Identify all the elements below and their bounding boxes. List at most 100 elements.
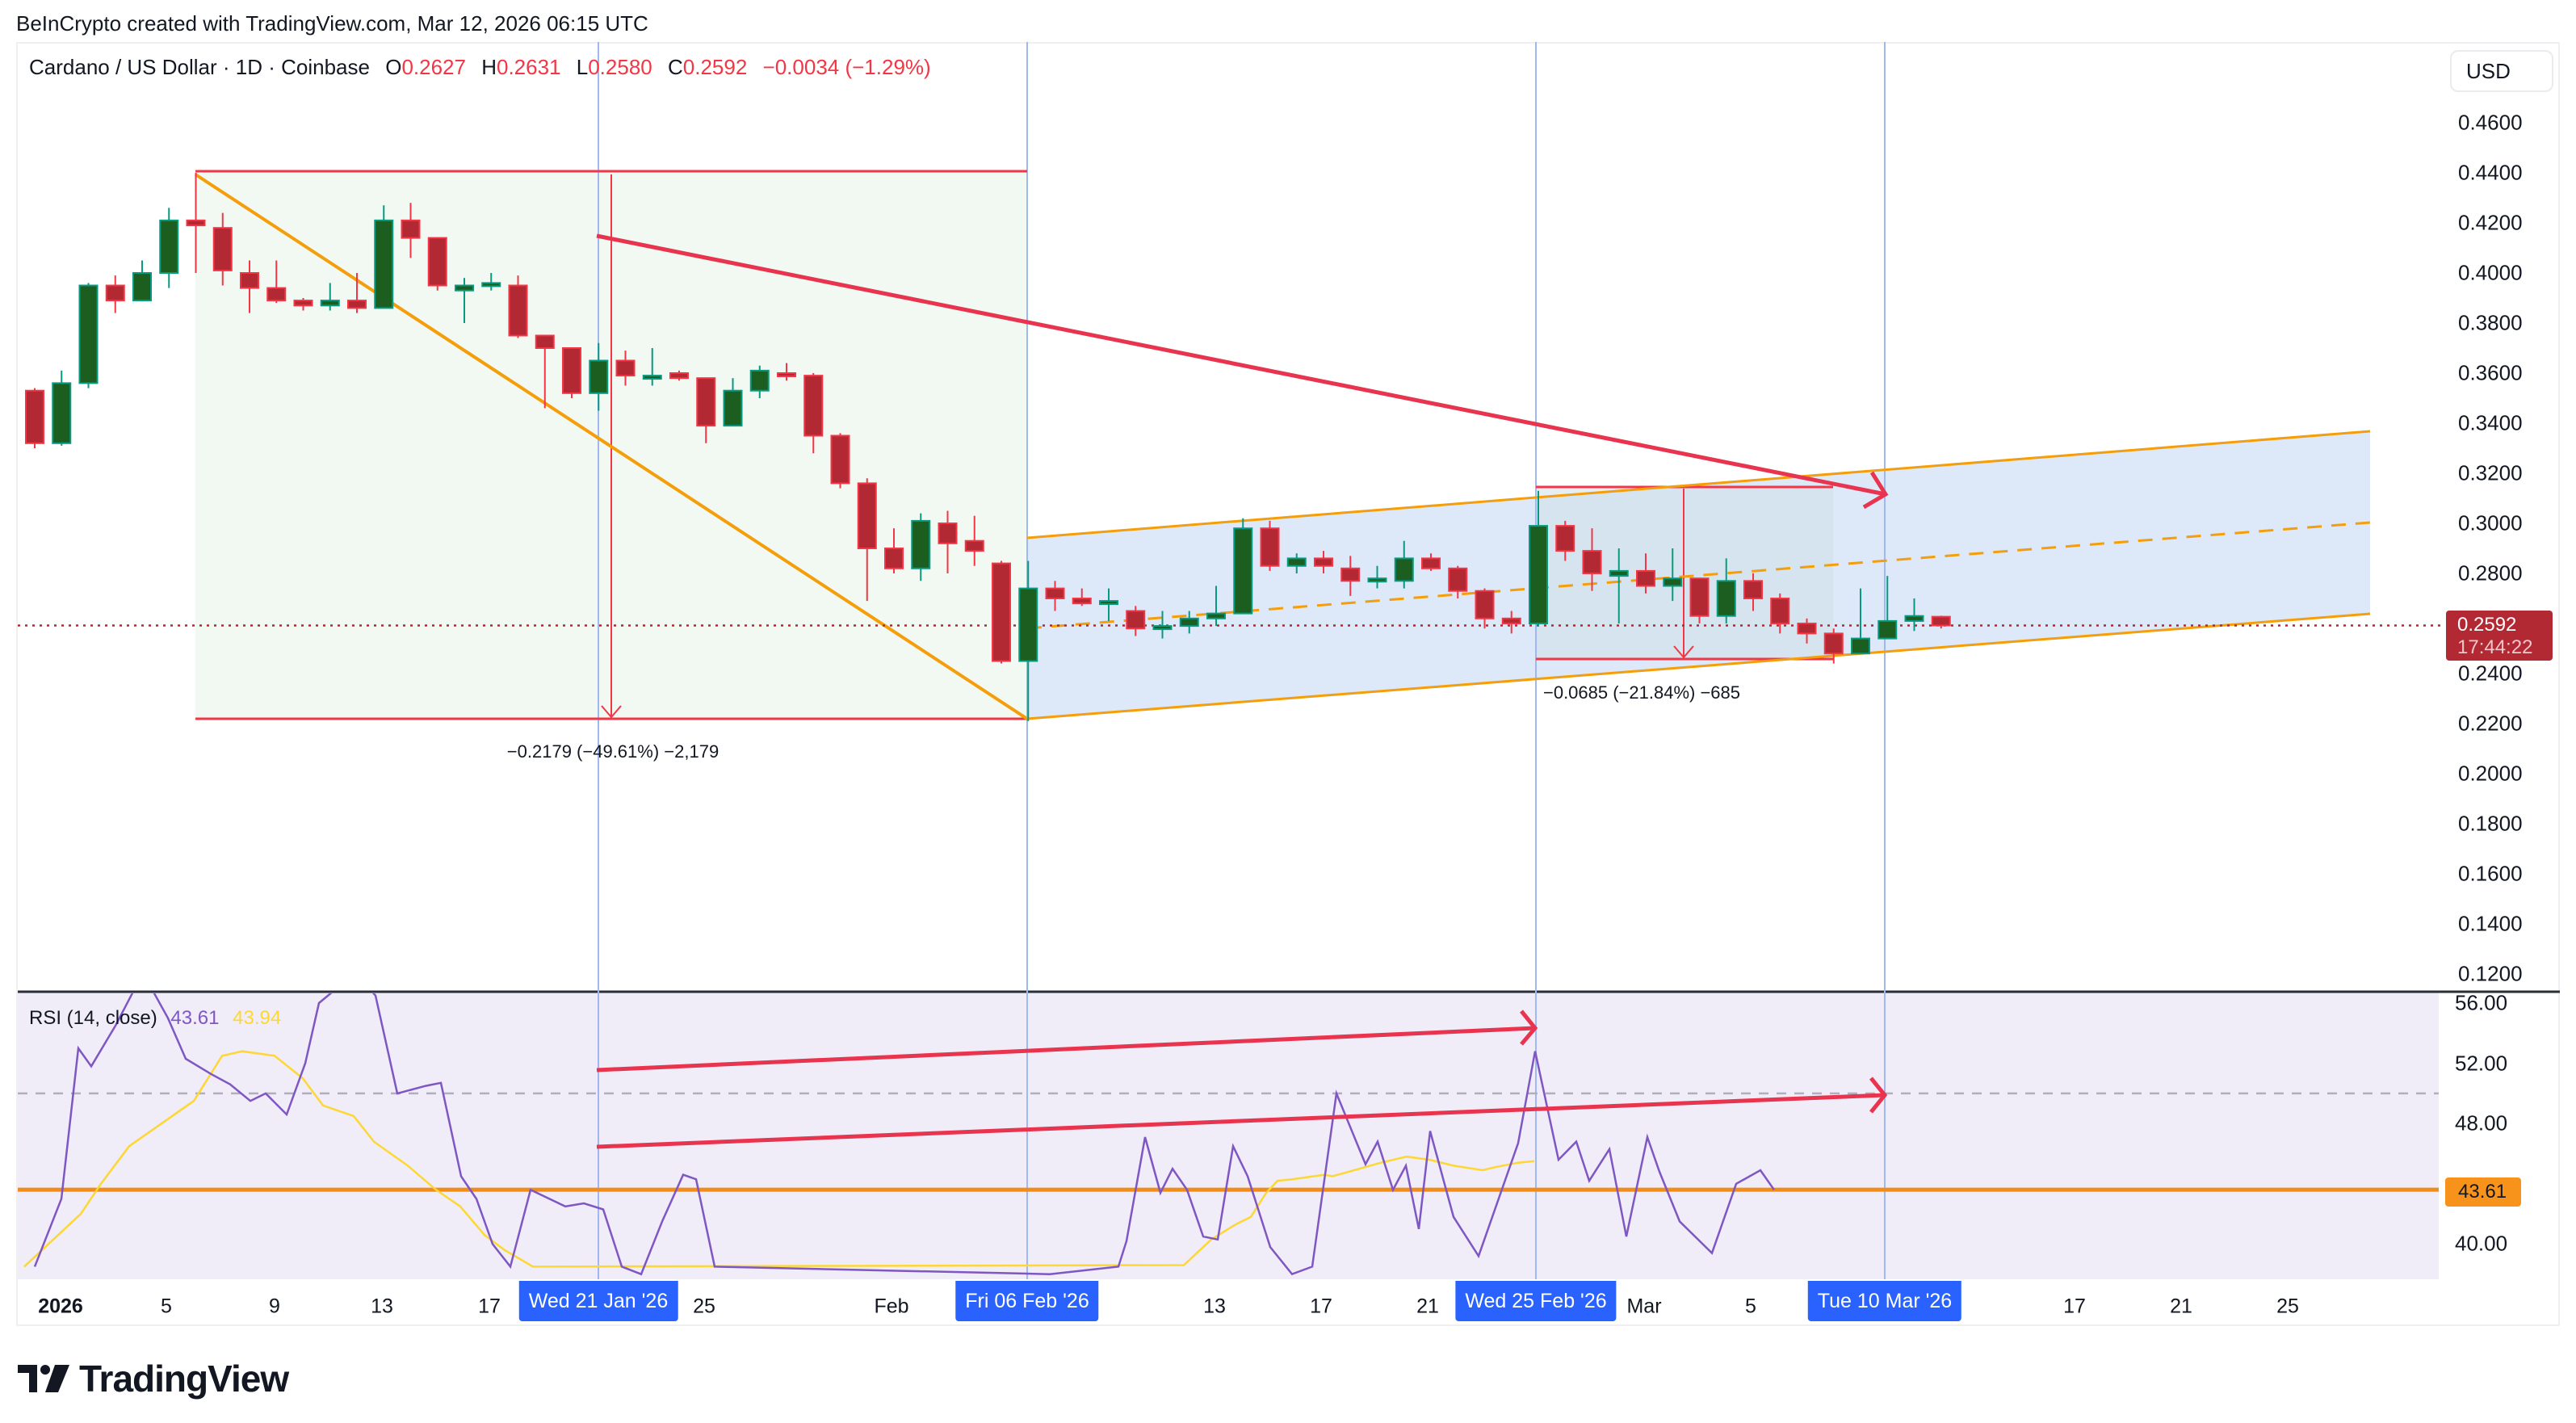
candle-body (1072, 598, 1092, 605)
candle-body (212, 227, 233, 271)
candle-body (1394, 557, 1414, 582)
candle-body (535, 334, 555, 349)
date-tick: Mar (1626, 1295, 1662, 1318)
price-tick: 0.4400 (2458, 160, 2523, 185)
candle-body (25, 389, 44, 444)
candle-body (401, 219, 421, 239)
falling-trendline (194, 173, 1029, 720)
candle-body (1045, 587, 1065, 599)
candle-body (1797, 623, 1817, 635)
candle-body (1555, 525, 1575, 552)
lower-highs-arrow (596, 233, 1886, 497)
candle-body (1421, 557, 1441, 569)
date-tick: 25 (2276, 1295, 2299, 1318)
candle-body (266, 287, 287, 302)
candle-body (1501, 617, 1521, 624)
price-tick: 0.4000 (2458, 260, 2523, 285)
measurement-label: −0.0685 (−21.84%) −685 (1542, 682, 1741, 703)
rsi-legend: RSI (14, close) 43.61 43.94 (29, 1007, 281, 1030)
candle-body (240, 272, 259, 289)
price-tick: 0.1800 (2458, 811, 2523, 836)
candle-body (1126, 610, 1146, 630)
candle-body (1663, 577, 1683, 587)
currency-button[interactable]: USD (2450, 50, 2553, 92)
channel-lower-line (1026, 612, 2371, 720)
candle-body (615, 359, 636, 377)
price-tick: 0.3800 (2458, 310, 2523, 335)
price-tick: 0.3600 (2458, 360, 2523, 385)
candle-body (964, 539, 984, 552)
date-tick: 13 (371, 1295, 393, 1318)
close-value: 0.2592 (682, 55, 748, 79)
candle-body (1314, 557, 1333, 567)
date-highlight-label: Tue 10 Mar '26 (1807, 1281, 1962, 1321)
low-label: L (576, 55, 589, 79)
rsi-ma-value: 43.94 (233, 1007, 282, 1029)
change-value: −0.0034 (−1.29%) (762, 55, 931, 79)
candle-body (777, 372, 796, 377)
candle-body (1099, 600, 1118, 606)
candle-body (1636, 569, 1655, 587)
date-tick: 17 (2063, 1295, 2086, 1318)
candle-body (1206, 612, 1226, 619)
tradingview-logo-icon (18, 1365, 69, 1392)
candle-body (1233, 527, 1253, 615)
candle-body (1689, 577, 1710, 617)
candle-body (427, 237, 447, 287)
candle-body (1904, 615, 1924, 622)
candle-body (455, 284, 474, 292)
rsi-level-tag: 43.61 (2445, 1177, 2521, 1207)
price-tick: 0.2200 (2458, 711, 2523, 736)
date-tick: 5 (161, 1295, 172, 1318)
candle-body (1877, 619, 1898, 640)
candle-body (1609, 569, 1629, 577)
lower-highs-arrowhead (1862, 471, 1889, 510)
logo-text: TradingView (79, 1358, 289, 1400)
candle-body (1931, 615, 1951, 627)
date-tick: 17 (1310, 1295, 1332, 1318)
rsi-tick: 56.00 (2455, 990, 2508, 1015)
candle-body (884, 548, 904, 569)
candle-body (803, 375, 824, 437)
measurement-label: −0.2179 (−49.61%) −2,179 (506, 741, 720, 762)
low-value: 0.2580 (588, 55, 652, 79)
price-tick: 0.1400 (2458, 911, 2523, 936)
date-tick: 5 (1745, 1295, 1756, 1318)
candle-body (696, 377, 716, 427)
rsi-tick: 48.00 (2455, 1110, 2508, 1135)
symbol-legend: Cardano / US Dollar · 1D · Coinbase O 0.2… (29, 55, 931, 80)
candle-body (1340, 567, 1361, 582)
tradingview-logo: TradingView (18, 1357, 289, 1400)
open-label: O (385, 55, 402, 79)
date-highlight-label: Wed 25 Feb '26 (1455, 1281, 1617, 1321)
price-tick: 0.2400 (2458, 661, 2523, 686)
rsi-value: 43.61 (170, 1007, 220, 1029)
candle-body (186, 219, 206, 227)
candle-body (508, 284, 528, 337)
candle-body (1770, 598, 1790, 624)
candle-body (938, 523, 958, 544)
price-tick: 0.2800 (2458, 560, 2523, 586)
candle-body (132, 272, 152, 302)
price-tick: 0.1200 (2458, 961, 2523, 986)
candle-body (830, 434, 850, 485)
candle-body (1823, 632, 1844, 655)
candle-body (642, 375, 662, 380)
price-tick: 0.4200 (2458, 210, 2523, 235)
chart-frame (16, 42, 2560, 1326)
candle-body (159, 219, 179, 274)
candle-body (1529, 525, 1548, 624)
measure-1-arrowhead (601, 705, 622, 719)
symbol-title: Cardano / US Dollar · 1D · Coinbase (29, 55, 370, 79)
candle-body (1716, 580, 1736, 617)
candle-body (105, 284, 125, 302)
rsi-pane-bg (18, 992, 2439, 1279)
price-tick: 0.3400 (2458, 410, 2523, 435)
rsi-tick: 40.00 (2455, 1231, 2508, 1256)
candle-body (589, 359, 609, 394)
date-tick: 25 (693, 1295, 715, 1318)
date-tick: 2026 (38, 1295, 83, 1318)
candle-body (1743, 580, 1763, 599)
rsi-divergence-arrow-1-head (1520, 1010, 1538, 1046)
